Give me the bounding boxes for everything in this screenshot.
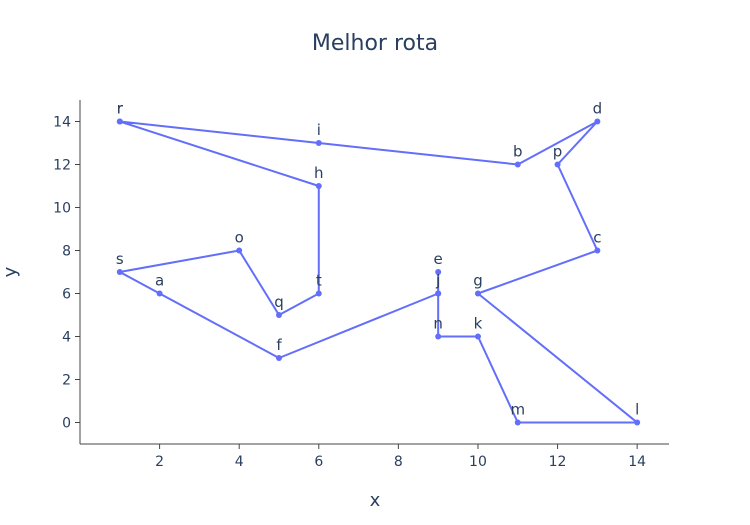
point-label: q bbox=[274, 293, 284, 311]
route-point bbox=[236, 247, 243, 254]
route-point bbox=[315, 290, 322, 297]
y-tick-label: 10 bbox=[53, 201, 71, 217]
point-label: h bbox=[314, 164, 324, 182]
point-label: d bbox=[593, 100, 603, 118]
y-tick-label: 4 bbox=[62, 330, 71, 346]
point-label: m bbox=[510, 401, 525, 419]
route-points bbox=[116, 118, 641, 426]
route-point bbox=[435, 290, 442, 297]
route-point bbox=[514, 161, 521, 168]
point-label: l bbox=[635, 401, 639, 419]
y-tick-label: 12 bbox=[53, 158, 71, 174]
point-label: p bbox=[553, 143, 563, 161]
route-point bbox=[315, 183, 322, 189]
x-tick-label: 8 bbox=[394, 454, 403, 470]
route-point bbox=[315, 140, 322, 146]
route-point bbox=[116, 269, 123, 275]
x-tick-label: 10 bbox=[469, 454, 487, 470]
route-point bbox=[116, 118, 123, 125]
point-label: t bbox=[316, 272, 322, 290]
point-label: f bbox=[276, 336, 282, 354]
y-tick-label: 2 bbox=[62, 373, 71, 389]
route-point bbox=[474, 290, 481, 297]
y-tick-label: 14 bbox=[53, 115, 71, 131]
y-axis-title: y bbox=[0, 266, 21, 277]
axes bbox=[79, 100, 669, 445]
x-tick-label: 2 bbox=[155, 454, 164, 470]
point-label: c bbox=[593, 229, 601, 247]
route-point bbox=[554, 161, 561, 168]
point-label: i bbox=[317, 121, 321, 139]
point-label: s bbox=[116, 250, 124, 268]
route-point bbox=[594, 118, 601, 125]
point-label: j bbox=[435, 272, 440, 290]
route-point bbox=[275, 312, 282, 318]
route-point bbox=[474, 333, 481, 340]
route-point bbox=[435, 269, 442, 275]
x-tick-label: 14 bbox=[628, 454, 646, 470]
x-axis-title: x bbox=[370, 490, 381, 511]
point-label: r bbox=[117, 100, 124, 118]
x-tick-label: 4 bbox=[235, 454, 244, 470]
chart-title: Melhor rota bbox=[312, 31, 438, 56]
y-tick-label: 8 bbox=[62, 244, 71, 260]
point-label: e bbox=[434, 250, 443, 268]
point-label: g bbox=[473, 272, 483, 290]
x-tick-label: 6 bbox=[314, 454, 323, 470]
ticks: 2 4 6 8 10 12 14 0 2 4 6 8 10 12 14 bbox=[53, 115, 646, 471]
point-label: j bbox=[435, 272, 440, 290]
route-point bbox=[275, 355, 282, 361]
route-point bbox=[634, 419, 641, 426]
y-tick-label: 6 bbox=[62, 287, 71, 303]
point-label: o bbox=[235, 229, 244, 247]
point-label: b bbox=[513, 143, 523, 161]
route-point bbox=[594, 247, 601, 254]
point-label: n bbox=[433, 315, 443, 333]
point-label: k bbox=[474, 315, 483, 333]
x-tick-label: 12 bbox=[549, 454, 567, 470]
y-tick-label: 0 bbox=[62, 416, 71, 432]
point-label: r bbox=[117, 100, 124, 118]
route-line bbox=[118, 120, 639, 424]
route-point bbox=[514, 419, 521, 426]
route-point bbox=[156, 290, 163, 297]
route-point bbox=[435, 333, 442, 340]
point-label: a bbox=[155, 272, 164, 290]
